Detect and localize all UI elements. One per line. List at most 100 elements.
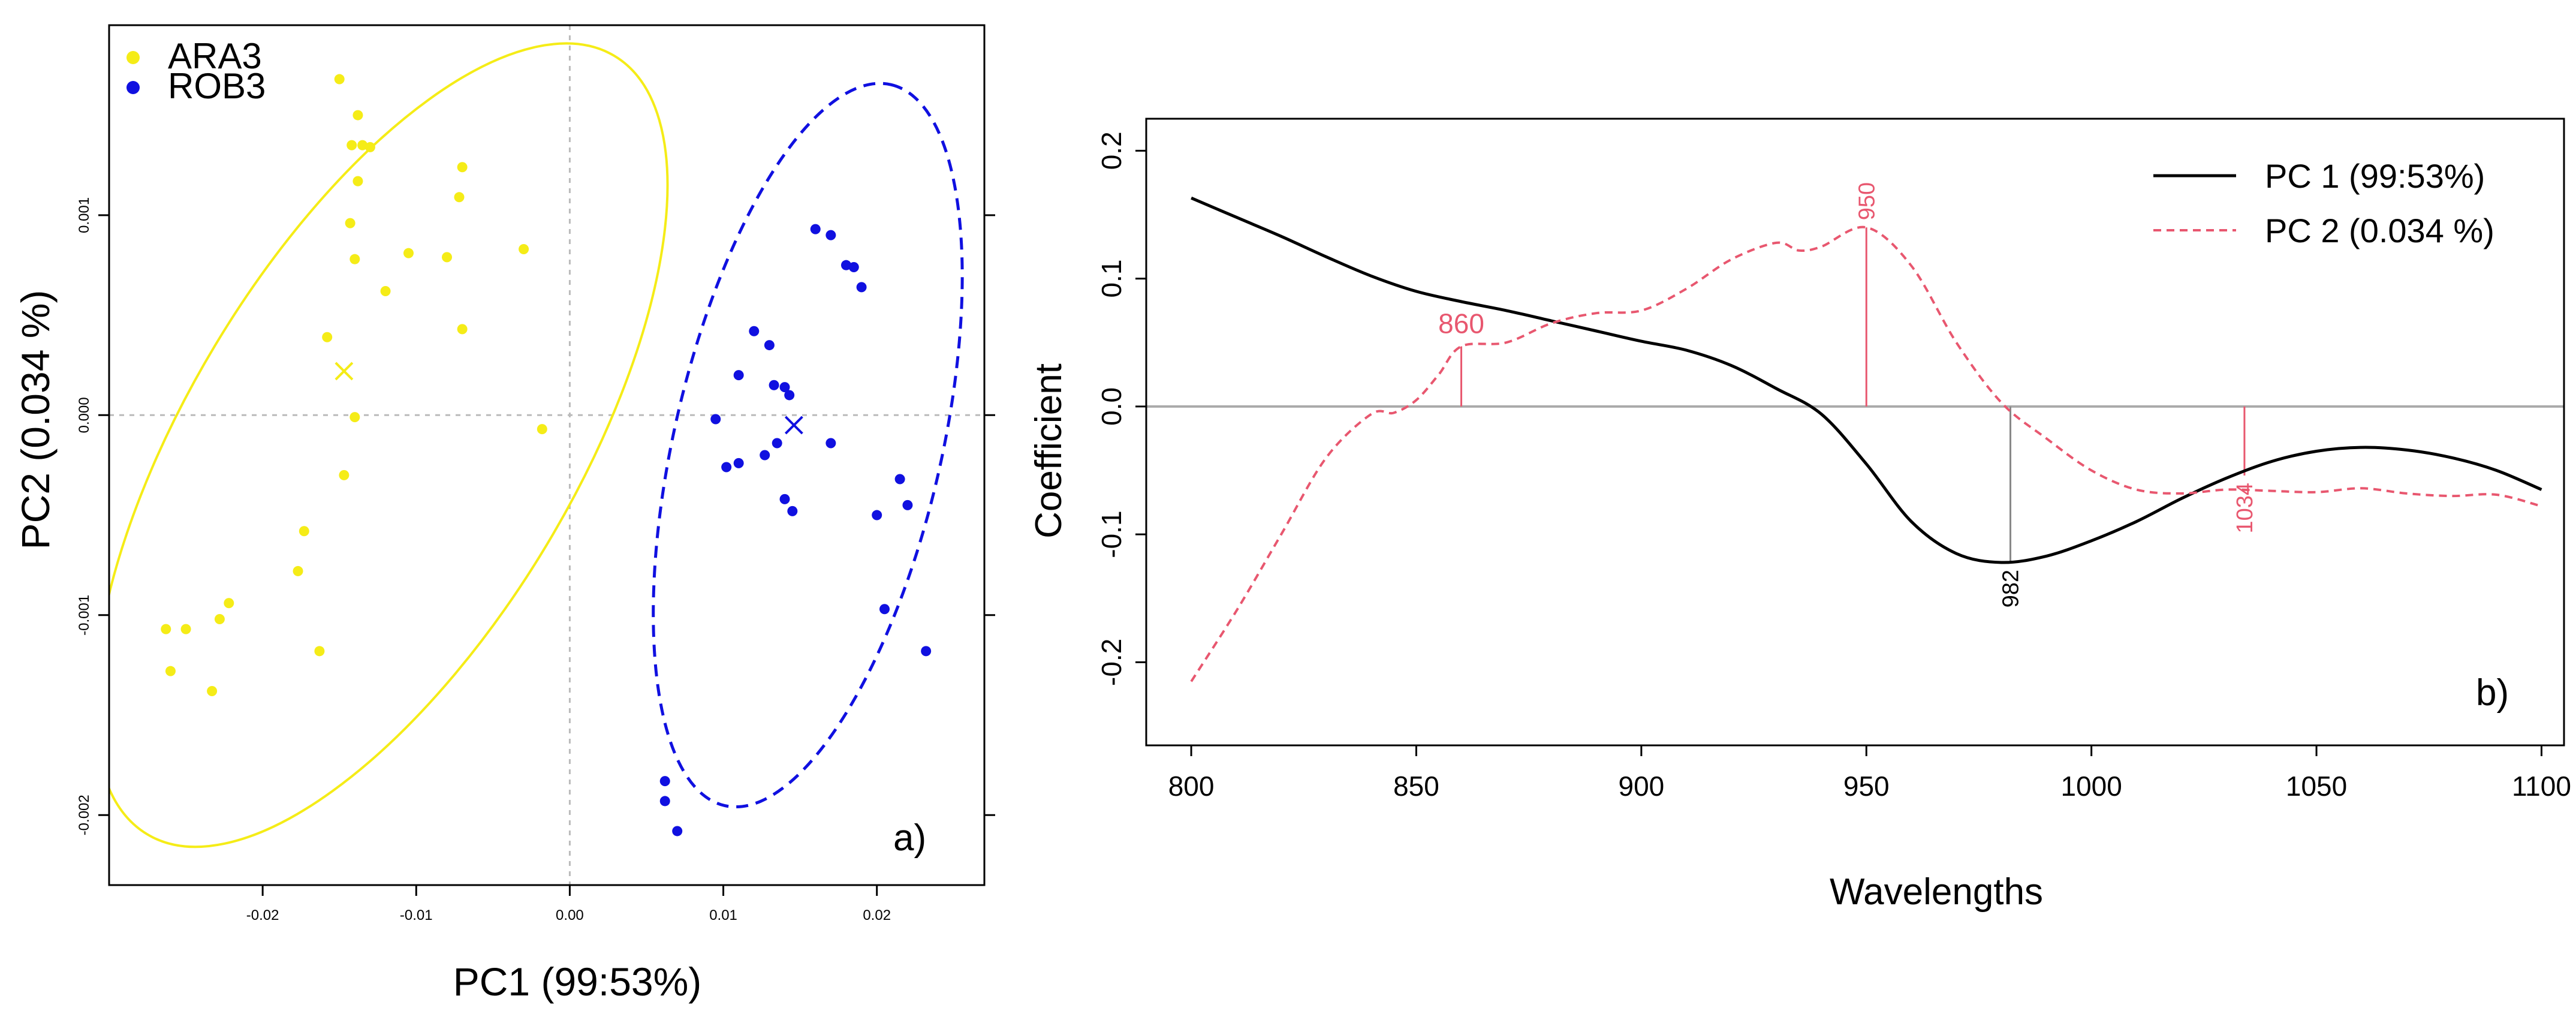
legend-marker-ara3 [126,51,140,64]
panel-label-a: a) [893,817,926,859]
y-tick-label: -0.001 [76,595,92,636]
point-rob3 [810,224,821,234]
y-axis-ticks: -0.2 -0.1 0.0 0.1 0.2 [1096,131,1146,686]
ara3-confidence-ellipse [109,42,669,848]
x-tick-label: 1050 [2286,771,2347,802]
point-ara3 [380,286,391,297]
centroid-ara3 [335,362,354,381]
annotation-labels: 860 950 982 1034 [1438,182,2258,608]
x-tick-label: -0.01 [400,907,433,923]
y-axis-title-b: Coefficient [1028,363,1069,538]
group-centroids [335,362,803,435]
x-tick-label: 900 [1618,771,1664,802]
point-rob3 [772,438,782,449]
y-axis-title-a: PC2 (0.034 %) [13,290,58,550]
y-tick-label: -0.2 [1096,639,1127,686]
point-ara3 [339,470,350,480]
x-tick-label: 800 [1168,771,1215,802]
point-ara3 [457,162,468,173]
x-tick-label: 0.02 [863,907,891,923]
point-rob3 [879,604,890,615]
point-rob3 [672,826,683,837]
point-rob3 [760,450,770,461]
x-tick-label: 950 [1843,771,1890,802]
x-axis-title-b: Wavelengths [1830,871,2043,913]
x-tick-label: 0.01 [709,907,737,923]
point-ara3 [352,110,363,121]
point-rob3 [856,282,867,293]
point-ara3 [519,244,529,255]
x-tick-label: -0.02 [246,907,279,923]
point-ara3 [537,424,547,435]
point-rob3 [848,262,859,273]
point-ara3 [207,686,218,697]
x-axis-ticks: -0.02 -0.01 0.00 0.01 0.02 [246,885,891,923]
legend-label-pc1: PC 1 (99:53%) [2265,157,2485,195]
x-tick-label: 1100 [2512,771,2571,802]
point-rob3 [894,474,905,485]
annotation-label-982: 982 [1999,570,2024,607]
point-rob3 [921,646,932,657]
point-ara3 [454,192,465,203]
point-ara3 [364,142,375,152]
legend-label-pc2: PC 2 (0.034 %) [2265,212,2494,249]
panel-b: 860 950 982 1034 800 850 900 950 1000 1050 1100 -… [1028,118,2571,913]
point-ara3 [180,624,191,634]
point-ara3 [214,613,225,624]
x-tick-label: 1000 [2060,771,2122,802]
point-rob3 [825,438,836,449]
annotation-label-950: 950 [1854,182,1879,220]
legend-a: ARA3 ROB3 [126,36,266,106]
legend-marker-rob3 [126,81,140,94]
y-tick-label: -0.002 [76,795,92,835]
point-ara3 [293,565,303,576]
point-rob3 [769,380,779,390]
point-ara3 [161,624,171,634]
point-ara3 [442,252,453,263]
point-ara3 [334,74,345,85]
point-ara3 [457,324,468,335]
point-ara3 [347,140,357,151]
point-ara3 [350,254,360,264]
point-rob3 [779,494,790,504]
plot-frame-a [108,24,986,886]
point-rob3 [840,260,851,270]
y-tick-label: 0.000 [76,397,92,433]
point-rob3 [733,458,744,468]
x-tick-label: 850 [1393,771,1439,802]
series-line-pc2 [1190,225,2542,682]
point-rob3 [872,510,882,520]
point-rob3 [784,390,795,401]
annotation-label-860: 860 [1438,308,1484,339]
panel-a: -0.02 -0.01 0.00 0.01 0.02 -0.002 -0.001 0.000… [13,24,995,1004]
scatter-points [161,74,932,837]
point-rob3 [787,506,798,516]
point-rob3 [733,370,744,381]
y-tick-label: 0.0 [1096,387,1127,426]
point-rob3 [659,776,670,787]
rob3-confidence-ellipse [652,82,964,809]
point-ara3 [345,218,355,228]
y-tick-label: 0.2 [1096,131,1127,170]
x-tick-label: 0.00 [556,907,584,923]
point-rob3 [749,326,760,336]
y-axis-ticks: -0.002 -0.001 0.000 0.001 [76,197,995,835]
point-rob3 [721,462,732,473]
point-rob3 [659,796,670,807]
point-ara3 [322,332,333,342]
point-ara3 [165,666,176,676]
legend-b: PC 1 (99:53%) PC 2 (0.034 %) [2153,157,2494,249]
point-ara3 [357,140,368,151]
x-axis-ticks: 800 850 900 950 1000 1050 1100 [1168,745,2571,802]
point-rob3 [902,500,913,510]
x-axis-title-a: PC1 (99:53%) [453,959,702,1004]
point-ara3 [403,248,414,258]
y-tick-label: 0.1 [1096,260,1127,298]
y-tick-label: 0.001 [76,197,92,233]
point-ara3 [352,176,363,186]
centroid-rob3 [784,416,803,435]
point-rob3 [779,382,790,393]
annotation-label-1034: 1034 [2232,483,2258,534]
legend-label-ara3: ARA3 [168,36,262,76]
